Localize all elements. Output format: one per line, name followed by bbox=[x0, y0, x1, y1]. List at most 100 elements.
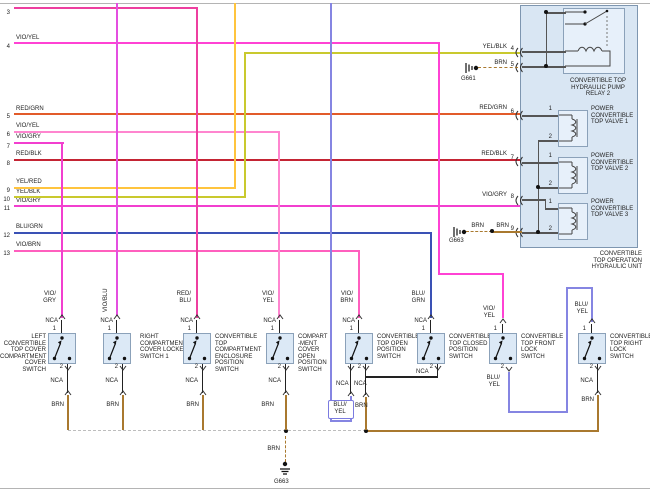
wire-label: BRN bbox=[496, 223, 509, 229]
connector-symbol bbox=[119, 390, 127, 396]
pin-stub bbox=[279, 320, 280, 333]
wire-vio-gry bbox=[14, 142, 64, 144]
ground-wire-dashed-brn bbox=[284, 436, 286, 462]
pin-number: 7 bbox=[510, 155, 514, 161]
pin-number: 2 bbox=[589, 364, 593, 370]
unit-wire bbox=[545, 199, 546, 208]
row-number: 7 bbox=[6, 144, 10, 150]
connector-symbol bbox=[199, 365, 207, 371]
pin-number: 6 bbox=[510, 109, 514, 115]
pin-number: 2 bbox=[59, 364, 63, 370]
wire-label: VIO/GRY bbox=[482, 192, 507, 198]
connector-symbol bbox=[362, 365, 370, 371]
wire-label: VIO/YEL bbox=[16, 123, 40, 129]
valve3-label: POWER CONVERTIBLE TOP VALVE 3 bbox=[591, 199, 634, 218]
switch5-label: CONVERTIBLE TOP OPEN POSITION SWITCH bbox=[377, 334, 420, 360]
junction-dot bbox=[364, 429, 368, 433]
connector-symbol bbox=[434, 365, 442, 371]
pin-stub bbox=[196, 320, 197, 333]
row-number: 13 bbox=[3, 251, 10, 257]
connector-symbol bbox=[276, 314, 284, 320]
row-number: 4 bbox=[6, 44, 10, 50]
wire-blu-yel bbox=[566, 287, 568, 413]
switch6-label: CONVERTIBLE TOP CLOSED POSITION SWITCH bbox=[449, 334, 492, 360]
pin-number: 1 bbox=[107, 326, 111, 332]
connector-symbol bbox=[594, 390, 602, 396]
connector-symbol bbox=[347, 365, 355, 371]
row-number: 11 bbox=[3, 206, 10, 212]
nca-label: NCA bbox=[180, 318, 193, 324]
connector-symbol bbox=[505, 366, 513, 372]
page-border-bottom bbox=[0, 488, 650, 489]
wire-label: BLU/ YEL bbox=[333, 402, 347, 415]
wire-label: RED/BLK bbox=[481, 151, 507, 157]
connector-symbol bbox=[119, 365, 127, 371]
pin-number: 1 bbox=[270, 326, 274, 332]
connector-symbol bbox=[199, 390, 207, 396]
switch3-label: CONVERTIBLE TOP COMPARTMENT ENCLOSURE PO… bbox=[215, 334, 262, 373]
page-border-top bbox=[0, 3, 650, 4]
row-number: 12 bbox=[3, 233, 10, 239]
unit-wire bbox=[546, 12, 566, 14]
row-number: 6 bbox=[6, 132, 10, 138]
ground-wire-dashed-brn bbox=[478, 67, 518, 68]
wire-blu-yel bbox=[508, 411, 568, 413]
wire-label: YEL/RED bbox=[16, 179, 42, 185]
wire-label: VIO/ YEL bbox=[482, 306, 495, 319]
wire-label: BRN bbox=[186, 402, 199, 408]
pin-number: 2 bbox=[500, 364, 504, 370]
wire-yel-blk bbox=[244, 52, 246, 198]
wire-vio-yel bbox=[14, 42, 440, 44]
wire-vio-gry bbox=[14, 205, 522, 207]
wire-vio-brn bbox=[14, 250, 360, 252]
connector-symbol bbox=[427, 314, 435, 320]
pin-connector bbox=[515, 47, 523, 58]
connector-symbol bbox=[58, 314, 66, 320]
wire-label: VIO/ GRY bbox=[43, 291, 56, 304]
pin-number: 2 bbox=[194, 364, 198, 370]
switch-contact bbox=[493, 336, 513, 361]
wire-yel-blk bbox=[244, 52, 522, 54]
unit-wire bbox=[545, 208, 558, 210]
unit-wire bbox=[522, 115, 558, 117]
wire-label: RED/ BLU bbox=[176, 291, 191, 304]
relay-internals bbox=[565, 9, 611, 67]
wire-vio-yel bbox=[502, 273, 504, 318]
valve-coil bbox=[559, 114, 578, 142]
valve-pin: 1 bbox=[548, 153, 552, 159]
row-number: 5 bbox=[6, 114, 10, 120]
ground-symbol bbox=[453, 227, 467, 237]
valve-pin: 2 bbox=[548, 134, 552, 140]
connector-symbol bbox=[282, 390, 290, 396]
pin-stub bbox=[61, 320, 62, 333]
unit-wire bbox=[522, 51, 566, 53]
unit-wire bbox=[522, 162, 558, 164]
row-number: 10 bbox=[3, 197, 10, 203]
pin-stub bbox=[430, 320, 431, 333]
relay-label: CONVERTIBLE TOP HYDRAULIC PUMP RELAY 2 bbox=[569, 78, 627, 97]
wire-brn bbox=[492, 231, 522, 233]
pin-number: 1 bbox=[582, 326, 586, 332]
wire-label: BRN bbox=[355, 403, 368, 409]
connector-symbol bbox=[594, 365, 602, 371]
wire-label: BLU/ YEL bbox=[486, 375, 500, 388]
wire-label: VIO/BRN bbox=[16, 242, 41, 248]
nca-label: NCA bbox=[414, 318, 427, 324]
nca-label: NCA bbox=[185, 378, 198, 384]
wire-label: BRN bbox=[494, 60, 507, 66]
nca-label: NCA bbox=[263, 318, 276, 324]
wire-label: YEL/BLK bbox=[16, 189, 41, 195]
pin-stub bbox=[597, 364, 598, 393]
wire-blu-yel bbox=[330, 3, 332, 422]
wire-red-blu bbox=[14, 7, 198, 9]
unit-wire bbox=[538, 140, 558, 142]
switch-contact bbox=[107, 336, 127, 361]
pin-connector bbox=[515, 195, 523, 206]
wire-vio-yel bbox=[278, 131, 280, 318]
pin-number: 9 bbox=[510, 226, 514, 232]
ground-label: G663 bbox=[449, 238, 464, 244]
ground-wire-dashed-brn bbox=[466, 231, 492, 232]
pin-number: 5 bbox=[510, 62, 514, 68]
pin-number: 1 bbox=[187, 326, 191, 332]
wire-yel-blk bbox=[14, 196, 246, 198]
